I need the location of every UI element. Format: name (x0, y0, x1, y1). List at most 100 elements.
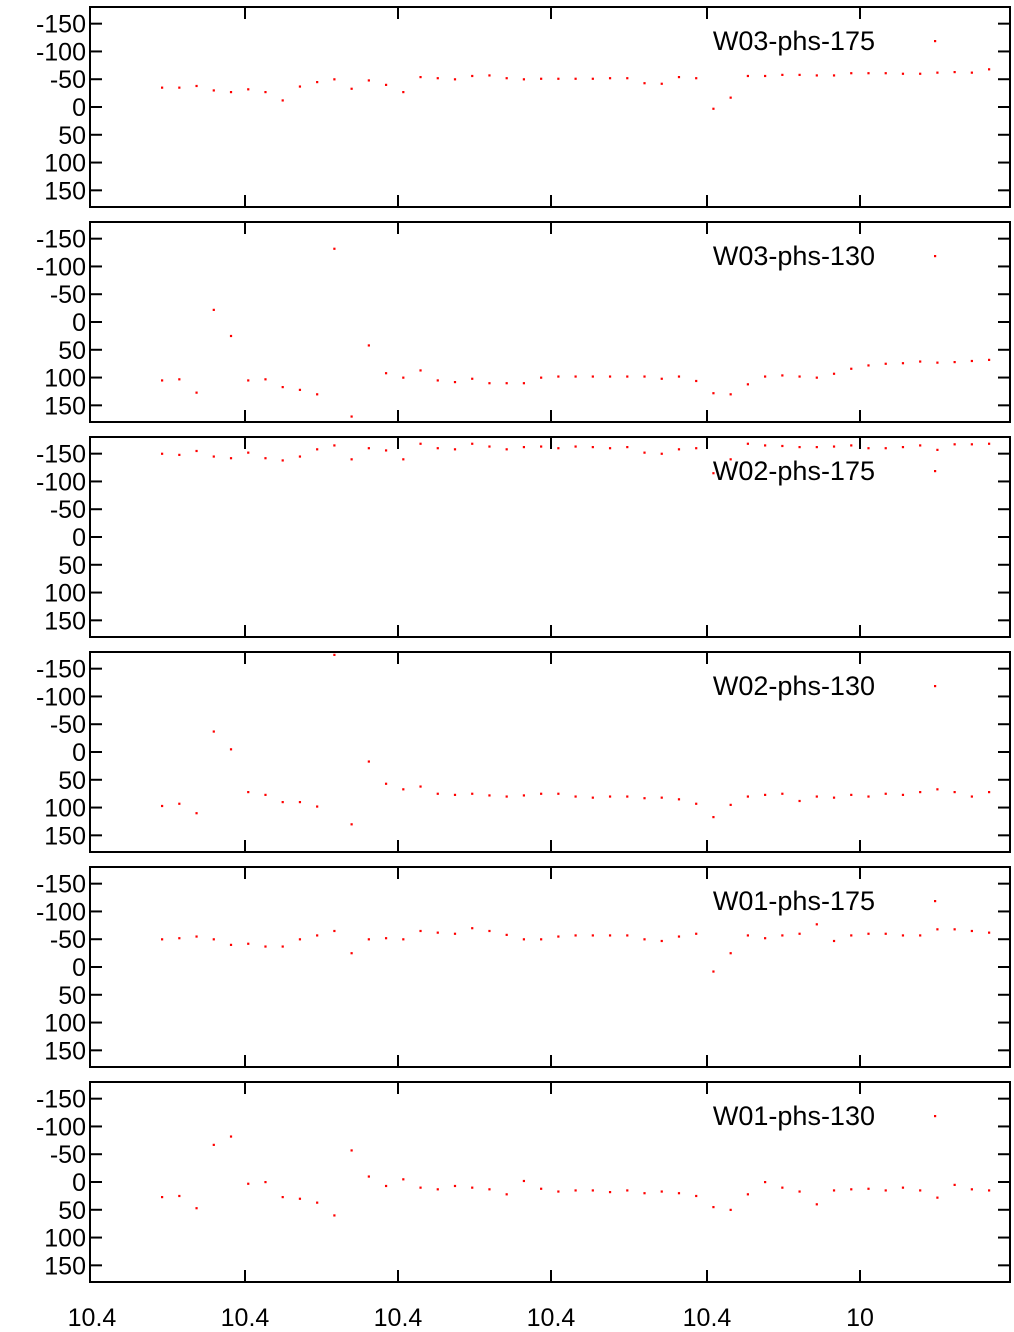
data-point (867, 364, 870, 367)
data-point (574, 1189, 577, 1192)
data-point (195, 1207, 198, 1210)
data-point (815, 376, 818, 379)
data-point (988, 1189, 991, 1192)
y-tick-label: 150 (44, 177, 86, 205)
data-point (247, 451, 250, 454)
data-point (850, 934, 853, 937)
data-point (350, 952, 353, 955)
data-point (522, 794, 526, 797)
data-point (626, 1189, 629, 1192)
data-point (281, 1196, 284, 1199)
data-point (281, 945, 284, 948)
data-point (608, 934, 612, 937)
data-point (178, 1194, 181, 1198)
data-point (212, 938, 215, 941)
legend-label: W01-phs-130 (713, 1101, 875, 1131)
y-tick-label: 0 (72, 524, 86, 552)
y-tick-label: -150 (36, 1086, 86, 1114)
data-point (832, 445, 836, 448)
data-point (488, 445, 491, 448)
data-point (677, 1192, 681, 1195)
y-tick-label: -50 (50, 1141, 86, 1169)
data-point (419, 929, 422, 933)
y-tick-label: 0 (72, 954, 86, 982)
y-tick-label: -150 (36, 656, 86, 684)
data-point (746, 1193, 749, 1196)
data-point (178, 378, 181, 381)
data-point (264, 793, 267, 796)
data-point (453, 381, 457, 384)
y-tick-label: -50 (50, 496, 86, 524)
data-point (695, 802, 698, 805)
data-point (247, 791, 250, 794)
data-point (643, 82, 646, 85)
data-point (367, 447, 370, 450)
data-point (970, 359, 973, 363)
data-point (229, 943, 233, 946)
data-point (574, 795, 577, 798)
data-point (936, 361, 939, 364)
data-point (281, 801, 284, 804)
y-tick-label: 0 (72, 739, 86, 767)
data-point (195, 935, 198, 938)
legend-label: W03-phs-175 (713, 26, 875, 56)
data-point (367, 344, 370, 347)
data-point (264, 457, 267, 460)
data-point (695, 379, 698, 383)
data-point (936, 1196, 939, 1199)
data-point (695, 447, 698, 450)
data-point (229, 334, 233, 338)
data-point (884, 72, 887, 75)
data-point (540, 1187, 543, 1190)
data-point (695, 77, 698, 80)
data-point (832, 74, 836, 77)
data-point (161, 1196, 164, 1199)
data-point (333, 1214, 336, 1217)
data-point (832, 1189, 836, 1192)
data-point (712, 816, 715, 819)
data-point (505, 795, 508, 798)
data-point (488, 74, 491, 77)
y-tick-label: 100 (44, 1010, 86, 1038)
data-point (660, 796, 663, 799)
data-point (832, 796, 836, 799)
data-point (798, 799, 801, 803)
y-tick-label: 150 (44, 607, 86, 635)
data-point (264, 1181, 267, 1184)
data-point (316, 393, 319, 396)
data-point (936, 71, 939, 74)
data-point (884, 1189, 887, 1192)
y-tick-label: -100 (36, 1113, 86, 1141)
data-point (815, 923, 818, 926)
data-point (281, 386, 284, 389)
data-point (247, 379, 250, 382)
data-point (712, 107, 715, 110)
data-point (298, 455, 302, 458)
data-point (471, 377, 474, 380)
data-point (815, 1203, 818, 1206)
data-point (522, 446, 526, 449)
data-point (367, 760, 370, 763)
data-point (436, 77, 439, 80)
data-point (471, 74, 474, 78)
data-point (764, 793, 767, 796)
data-point (298, 1197, 302, 1200)
data-point (626, 77, 629, 80)
y-tick-label: -50 (50, 281, 86, 309)
data-point (557, 447, 560, 450)
data-point (901, 793, 905, 796)
data-point (608, 1191, 612, 1194)
data-point (901, 362, 905, 365)
y-tick-label: 50 (58, 982, 86, 1010)
data-point (643, 375, 646, 378)
data-point (333, 247, 336, 250)
data-point (988, 442, 991, 445)
data-point (350, 823, 353, 826)
data-point (970, 443, 973, 446)
data-point (540, 938, 543, 941)
data-point (436, 447, 439, 450)
data-point (350, 87, 353, 90)
legend-marker (934, 685, 937, 688)
data-point (798, 1190, 801, 1193)
data-point (781, 934, 784, 937)
